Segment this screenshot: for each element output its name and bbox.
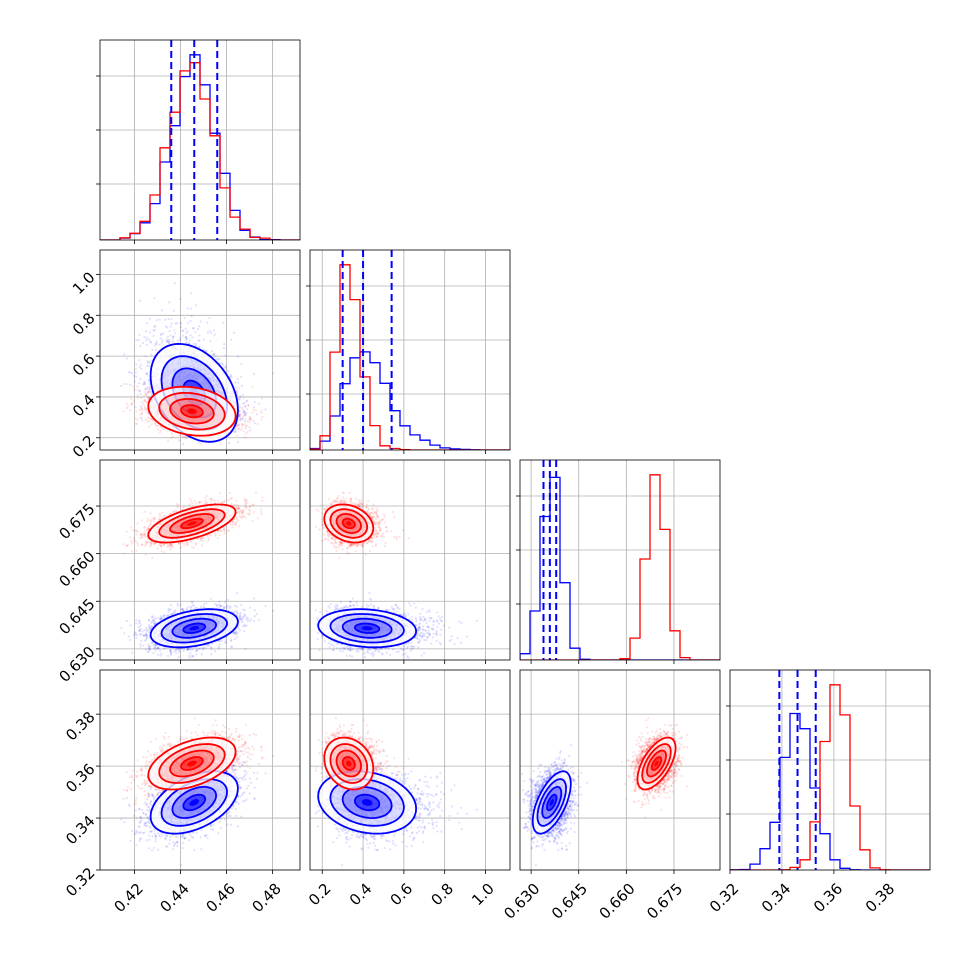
contour-series-1 <box>323 736 375 791</box>
x-tick-label: 0.8 <box>427 880 457 910</box>
x-tick-label: 0.48 <box>248 880 284 916</box>
y-tick-label: 0.630 <box>55 643 98 686</box>
panel-3-2: 0.630 0.645 0.660 0.675 <box>500 669 721 923</box>
x-tick-label: 0.38 <box>862 880 898 916</box>
x-tick-label: 0.660 <box>596 880 639 923</box>
histogram-series-0 <box>310 351 510 450</box>
x-tick-label: 0.645 <box>548 880 591 923</box>
histogram-series-0 <box>730 712 930 870</box>
histogram-series-1 <box>520 474 720 660</box>
y-tick-label: 0.38 <box>62 708 98 744</box>
panel-3-3: 0.32 0.34 0.36 0.38 <box>706 669 931 916</box>
y-tick-label: 0.6 <box>69 350 99 380</box>
contour-series-0 <box>149 608 239 649</box>
x-tick-label: 0.34 <box>758 880 794 916</box>
y-tick-label: 0.645 <box>55 595 98 638</box>
contour-series-1 <box>147 385 237 437</box>
contour-series-1 <box>323 503 375 544</box>
contour-series-0 <box>317 608 418 649</box>
x-tick-label: 0.46 <box>202 880 238 916</box>
x-tick-label: 0.6 <box>387 880 417 910</box>
y-tick-label: 1.0 <box>69 268 99 298</box>
contour-series-1 <box>147 736 237 791</box>
x-tick-label: 0.4 <box>346 880 376 910</box>
y-tick-label: 0.8 <box>69 309 99 339</box>
y-tick-label: 0.675 <box>55 500 98 543</box>
x-tick-label: 0.32 <box>706 880 742 916</box>
x-tick-label: 0.2 <box>305 880 335 910</box>
y-tick-label: 0.2 <box>69 432 99 462</box>
histogram-series-0 <box>520 476 720 660</box>
panel-1-0: 0.2 0.4 0.6 0.8 1.0 <box>69 249 301 462</box>
y-tick-label: 0.36 <box>62 760 98 796</box>
histogram-series-1 <box>310 264 510 450</box>
histogram-series-1 <box>100 62 300 240</box>
x-tick-label: 0.630 <box>500 880 543 923</box>
y-tick-label: 0.34 <box>62 812 98 848</box>
panel-3-0: 0.42 0.44 0.46 0.48 0.32 0.34 0.36 0.38 <box>62 669 301 916</box>
y-tick-label: 0.32 <box>62 864 98 900</box>
x-tick-label: 0.42 <box>111 880 147 916</box>
y-tick-label: 0.660 <box>55 547 98 590</box>
x-tick-label: 0.675 <box>643 880 686 923</box>
y-tick-label: 0.4 <box>69 391 99 421</box>
contour-series-1 <box>636 736 677 791</box>
x-tick-label: 0.44 <box>156 880 192 916</box>
panel-1-1 <box>306 249 511 454</box>
panel-0-0 <box>96 39 301 244</box>
panel-2-2 <box>516 459 721 664</box>
panel-3-1: 0.2 0.4 0.6 0.8 1.0 <box>305 669 511 910</box>
panel-2-1 <box>309 459 511 664</box>
x-tick-label: 1.0 <box>468 880 498 910</box>
contour-series-0 <box>531 770 572 835</box>
contour-series-1 <box>147 503 237 544</box>
x-tick-label: 0.36 <box>810 880 846 916</box>
